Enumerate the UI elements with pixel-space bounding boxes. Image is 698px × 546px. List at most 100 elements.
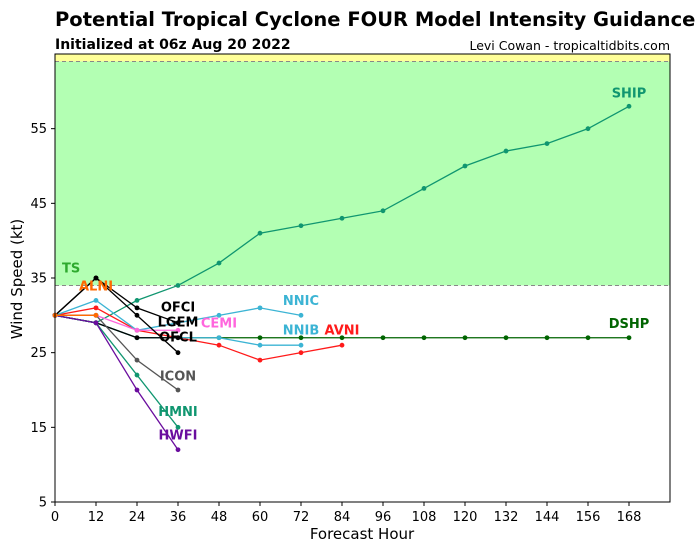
series-label-icon: ICON [160,369,196,384]
series-label-ofcl: OFCL [159,330,197,345]
series-point-hmni [134,372,140,378]
series-label-ship: SHIP [612,86,647,101]
y-tick-label: 35 [30,272,47,287]
chart-subtitle: Initialized at 06z Aug 20 2022 [55,37,291,53]
x-tick-label: 0 [51,510,59,525]
series-label-cemi: CEMI [201,316,237,331]
series-point-ship [462,163,468,169]
series-point-dshp [380,335,386,341]
series-point-hwfi [175,447,181,453]
x-tick-label: 36 [170,510,187,525]
series-point-dshp [257,335,263,341]
series-point-icon [175,387,181,393]
series-lines [52,103,632,453]
series-point-hmni [175,424,181,430]
series-point-nnic [298,312,304,318]
x-tick-label: 132 [494,510,519,525]
x-tick-label: 84 [334,510,351,525]
chart-credit: Levi Cowan - tropicaltidbits.com [469,38,670,53]
series-ofcl [52,275,181,326]
y-tick-label: 25 [30,346,47,361]
series-point-avni [339,342,345,348]
series-point-cemi [134,327,140,333]
series-point-ship [298,223,304,229]
series-point-dshp [585,335,591,341]
series-line-avni [54,307,343,361]
band-1 [55,54,670,62]
series-label-dshp: DSHP [609,317,650,332]
x-tick-label: 72 [293,510,310,525]
axes: 0 12 24 36 48 60 72 84 96 108 120 132 144 156 168 5 15 25… [30,53,671,525]
series-point-ship [626,103,632,109]
series-point-ofci [175,350,181,356]
series-point-ship [503,148,509,154]
series-point-nnic [93,298,99,303]
series-label-hwfi: HWFI [159,428,198,443]
series-point-hwfi [93,320,99,326]
series-point-nnib [298,342,304,348]
x-axis-label: Forecast Hour [310,525,415,543]
series-point-lgem [134,335,140,341]
series-point-dshp [462,335,468,341]
series-label-alni: ALNI [79,280,113,295]
series-point-ship [544,141,550,147]
series-label-lgem: LGEM [158,316,199,331]
chart-title: Potential Tropical Cyclone FOUR Model In… [55,8,696,31]
series-point-alni [93,312,99,318]
series-point-dshp [626,335,632,341]
series-point-dshp [421,335,427,341]
band-0 [55,61,670,286]
series-point-icon [134,357,140,363]
series-point-avni [93,305,99,311]
series-label-ofci: OFCI [161,301,195,316]
x-tick-label: 144 [535,510,560,525]
y-tick-label: 15 [30,421,47,436]
series-point-ship [257,230,263,236]
y-tick-label: 5 [39,496,47,511]
y-tick-label: 45 [30,197,47,212]
series-label-nnic: NNIC [283,294,319,309]
series-point-nnic [257,305,263,311]
series-point-nnib [216,335,222,341]
x-tick-label: 24 [129,510,146,525]
x-tick-label: 168 [617,510,642,525]
series-point-ship [585,126,591,132]
series-point-cemi [175,327,181,333]
series-line-ofcl [54,277,179,324]
x-tick-label: 156 [576,510,601,525]
series-line-hwfi [54,314,179,451]
series-label-avni: AVNI [325,324,360,339]
x-tick-label: 48 [211,510,228,525]
series-point-lgem [175,335,181,341]
series-point-ship [175,283,181,288]
series-point-ofci [134,312,140,318]
x-tick-label: 12 [88,510,105,525]
series-point-avni [257,357,263,363]
series-point-ofcl [93,275,99,281]
series-point-ofcl [134,305,140,311]
series-label-nnib: NNIB [283,324,320,339]
series-label-hmni: HMNI [158,405,198,420]
y-axis-label: Wind Speed (kt) [8,219,26,340]
series-point-dshp [544,335,550,341]
series-point-avni [216,342,222,348]
intensity-bands: TS [55,54,670,286]
x-tick-label: 120 [453,510,478,525]
series-point-nnib [257,342,263,348]
series-point-dshp [503,335,509,341]
x-tick-label: 96 [375,510,392,525]
x-tick-label: 60 [252,510,269,525]
series-point-ship [134,298,140,303]
series-point-dshp [298,335,304,341]
series-point-nnic [216,312,222,318]
series-alni [52,312,99,318]
y-tick-label: 55 [30,122,47,137]
series-point-avni [298,350,304,356]
series-point-ship [380,208,386,214]
band-label: TS [62,261,80,276]
series-point-dshp [339,335,345,341]
series-point-ship [339,215,345,221]
series-point-ship [421,186,427,191]
